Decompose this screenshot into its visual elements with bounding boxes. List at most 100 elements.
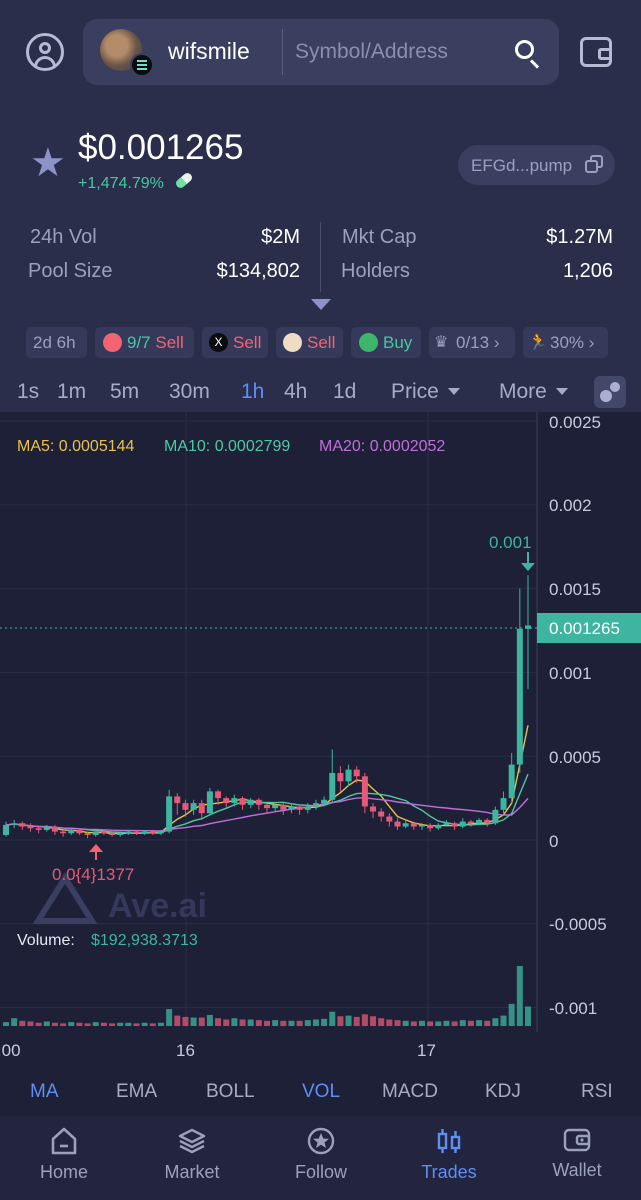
search-input[interactable] [295, 33, 505, 71]
bottom-nav: Home Market Follow Trades [0, 1116, 641, 1200]
timeframe-1h[interactable]: 1h [241, 380, 265, 403]
candle-body [3, 824, 9, 835]
candle-body [117, 833, 124, 835]
candle-body [174, 796, 181, 804]
volume-bar [11, 1018, 18, 1026]
token-age-chip[interactable]: 2d 6h [26, 327, 87, 358]
nav-home[interactable]: Home [24, 1116, 104, 1200]
favorite-star-icon[interactable]: ★ [30, 141, 66, 185]
y-tick-label: 0 [549, 832, 558, 851]
indicator-tab-rsi[interactable]: RSI [581, 1081, 613, 1102]
token-name[interactable]: wifsmile [168, 38, 250, 64]
candle-body [492, 809, 499, 824]
candle-body [125, 831, 132, 834]
candle-body [500, 798, 507, 810]
volume-bar [312, 1019, 319, 1026]
timeframe-1d[interactable]: 1d [333, 380, 357, 403]
candle-body [43, 826, 50, 830]
volume-bar [296, 1020, 303, 1026]
volume-bar [272, 1020, 279, 1026]
solana-chain-icon [130, 53, 154, 77]
insider-chip[interactable]: 9/7 Sell [95, 327, 194, 358]
indicator-tab-macd[interactable]: MACD [382, 1081, 438, 1102]
holders-value: 1,206 [562, 260, 613, 282]
volume-bar [27, 1021, 34, 1026]
volume-bar [264, 1020, 270, 1026]
rank-value: 0/13 [456, 333, 490, 352]
ma10-line [5, 773, 529, 834]
wallet-icon[interactable] [580, 37, 612, 67]
timeframe-4h[interactable]: 4h [284, 380, 308, 403]
candle-body [264, 804, 270, 809]
candle-body [19, 823, 26, 827]
search-icon[interactable] [515, 40, 541, 69]
candle-body [35, 828, 42, 830]
candle-body [451, 823, 458, 827]
candle-body [516, 628, 523, 765]
candle-body [353, 769, 360, 777]
candle-body [84, 833, 91, 835]
nav-follow[interactable]: Follow [281, 1116, 361, 1200]
volume-bar [68, 1022, 75, 1026]
indicator-tab-vol[interactable]: VOL [302, 1081, 341, 1102]
dev-sell: Sell [307, 333, 336, 352]
volume-bar [92, 1022, 99, 1026]
price-chart[interactable]: Ave.ai 0.001265 0.001 0.0{4}1377 MA5: 0.… [0, 412, 641, 1072]
candlestick-chart-svg[interactable]: Ave.ai 0.001265 0.001 0.0{4}1377 MA5: 0.… [0, 412, 641, 1072]
candle-body [476, 819, 483, 824]
candle-body [141, 831, 148, 834]
timeframe-30m[interactable]: 30m [169, 380, 210, 403]
volume-bar [100, 1022, 107, 1026]
chart-settings-icon[interactable] [594, 376, 626, 408]
watermark-logo-icon [32, 872, 98, 924]
volume-bar [84, 1023, 91, 1026]
contract-address-chip[interactable]: EFGd...pump [458, 145, 615, 185]
candle-body [296, 806, 303, 810]
indicator-tab-boll[interactable]: BOLL [206, 1081, 255, 1102]
percent-chip[interactable]: 🏃 30% › [523, 327, 608, 358]
y-tick-label: 0.0005 [549, 748, 601, 767]
volume-bar [394, 1020, 401, 1026]
pool-size-label: Pool Size [28, 260, 113, 282]
timeframe-1m[interactable]: 1m [57, 380, 87, 403]
vol-value: $2M [261, 226, 300, 248]
dev-chip[interactable]: Sell [276, 327, 343, 358]
indicator-tab-ma[interactable]: MA [30, 1081, 59, 1102]
candle-body [149, 831, 156, 834]
chef-icon [283, 333, 302, 352]
price-dropdown[interactable]: Price [391, 380, 460, 404]
volume-bar [51, 1022, 58, 1026]
watermark-text: Ave.ai [108, 887, 207, 925]
x-chip[interactable]: X Sell [202, 327, 268, 358]
candle-body [386, 816, 393, 822]
timeframe-5m[interactable]: 5m [110, 380, 140, 403]
buy-chip[interactable]: Buy [351, 327, 421, 358]
volume-bar [206, 1014, 213, 1026]
expand-stats-icon[interactable] [311, 299, 331, 310]
more-dropdown[interactable]: More [499, 380, 568, 404]
volume-bar [239, 1019, 246, 1026]
candle-body [231, 798, 238, 804]
volume-bar [141, 1022, 148, 1026]
stats-divider [320, 222, 321, 292]
caret-down-icon [447, 388, 460, 395]
indicator-tab-kdj[interactable]: KDJ [485, 1081, 521, 1102]
volume-bar [125, 1022, 132, 1026]
candlestick-icon [437, 1129, 461, 1153]
nav-market[interactable]: Market [152, 1116, 232, 1200]
profile-icon[interactable] [26, 33, 64, 71]
volume-value: $192,938.3713 [91, 932, 198, 949]
copy-icon[interactable] [585, 155, 603, 173]
timeframe-1s[interactable]: 1s [17, 380, 40, 403]
nav-trades[interactable]: Trades [409, 1116, 489, 1200]
rank-chip[interactable]: ♛ 0/13 › [429, 327, 515, 358]
search-bar[interactable]: wifsmile [83, 19, 559, 85]
pill-icon [174, 171, 194, 190]
volume-bar [378, 1018, 385, 1026]
nav-wallet[interactable]: Wallet [537, 1114, 617, 1198]
indicator-tab-ema[interactable]: EMA [116, 1081, 158, 1102]
volume-bar [198, 1017, 205, 1026]
volume-bar [247, 1019, 254, 1026]
candle-body [484, 819, 491, 824]
volume-bar [109, 1023, 116, 1026]
